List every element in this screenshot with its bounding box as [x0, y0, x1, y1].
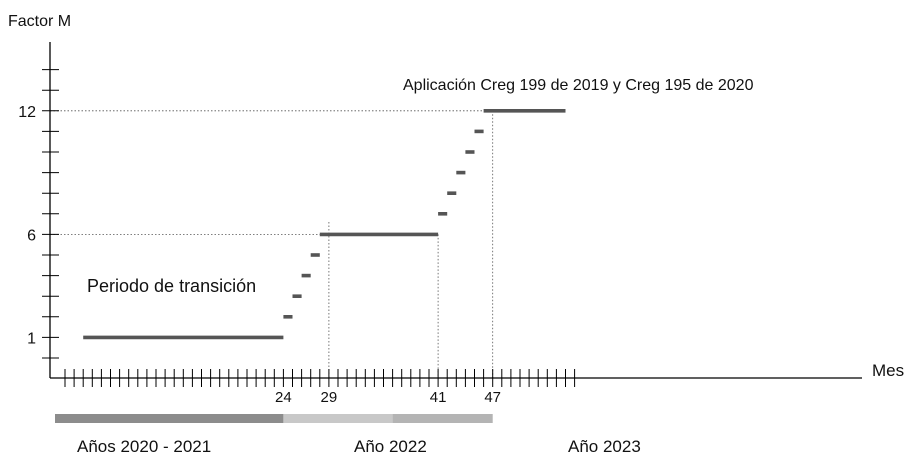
- y-tick-label: 12: [18, 104, 36, 121]
- y-tick-label: 6: [27, 227, 36, 244]
- top-annotation: Aplicación Creg 199 de 2019 y Creg 195 d…: [403, 77, 754, 94]
- year-bands: [55, 414, 493, 423]
- x-tick-label: 41: [430, 389, 447, 406]
- x-tick-label: 29: [321, 389, 338, 406]
- x-axis-label: Mes: [872, 361, 904, 380]
- x-tick-labels: 24 29 41 47: [275, 389, 501, 406]
- y-tick-label: 1: [27, 330, 36, 347]
- year-band-label: Año 2022: [354, 437, 427, 456]
- year-band-bar: [392, 414, 493, 423]
- y-axis-label: Factor M: [8, 13, 71, 30]
- step-series: [83, 109, 566, 340]
- year-band-label: Año 2023: [568, 437, 641, 456]
- x-tick-label: 47: [484, 389, 501, 406]
- year-band-bar: [55, 414, 284, 423]
- year-band-label: Años 2020 - 2021: [77, 437, 211, 456]
- year-band-bar: [283, 414, 393, 423]
- transition-annotation: Periodo de transición: [87, 276, 256, 296]
- x-tick-label: 24: [275, 389, 292, 406]
- year-band-labels: Años 2020 - 2021 Año 2022 Año 2023: [77, 437, 641, 456]
- axis-ticks: [42, 69, 576, 387]
